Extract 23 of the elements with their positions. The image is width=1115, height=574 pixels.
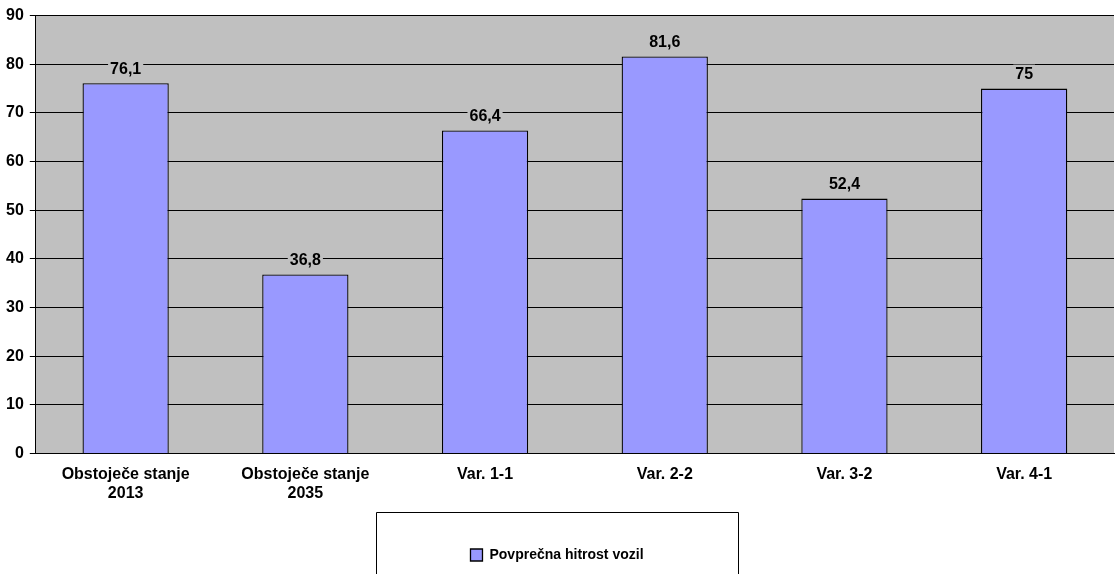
y-tick-label: 70 (6, 103, 24, 121)
y-tick-label: 40 (6, 249, 24, 267)
data-label: 52,4 (828, 174, 861, 192)
y-tick-label: 0 (14, 444, 24, 462)
y-tick-label: 60 (6, 152, 24, 170)
y-tick-label: 90 (6, 6, 24, 24)
data-label: 75 (1015, 65, 1034, 83)
x-tick-label: Var. 3-2 (816, 464, 873, 482)
x-tick-label: Var. 1-1 (457, 464, 514, 482)
y-tick-label: 30 (6, 298, 24, 316)
y-tick-label: 20 (6, 346, 24, 364)
x-tick-label: Obstoječe stanje 2013 (61, 464, 190, 501)
legend-label: Povprečna hitrost vozil (489, 545, 644, 562)
x-tick-label: Obstoječe stanje 2035 (241, 464, 370, 501)
data-label: 66,4 (469, 106, 501, 124)
data-label: 76,1 (110, 59, 142, 77)
y-tick-label: 50 (6, 200, 24, 218)
data-label: 36,8 (289, 250, 322, 268)
y-tick-label: 10 (6, 395, 24, 413)
data-label: 81,6 (649, 32, 681, 50)
y-tick-label: 80 (6, 54, 24, 72)
x-tick-label: Var. 4-1 (996, 464, 1053, 482)
x-tick-label: Var. 2-2 (636, 464, 693, 482)
